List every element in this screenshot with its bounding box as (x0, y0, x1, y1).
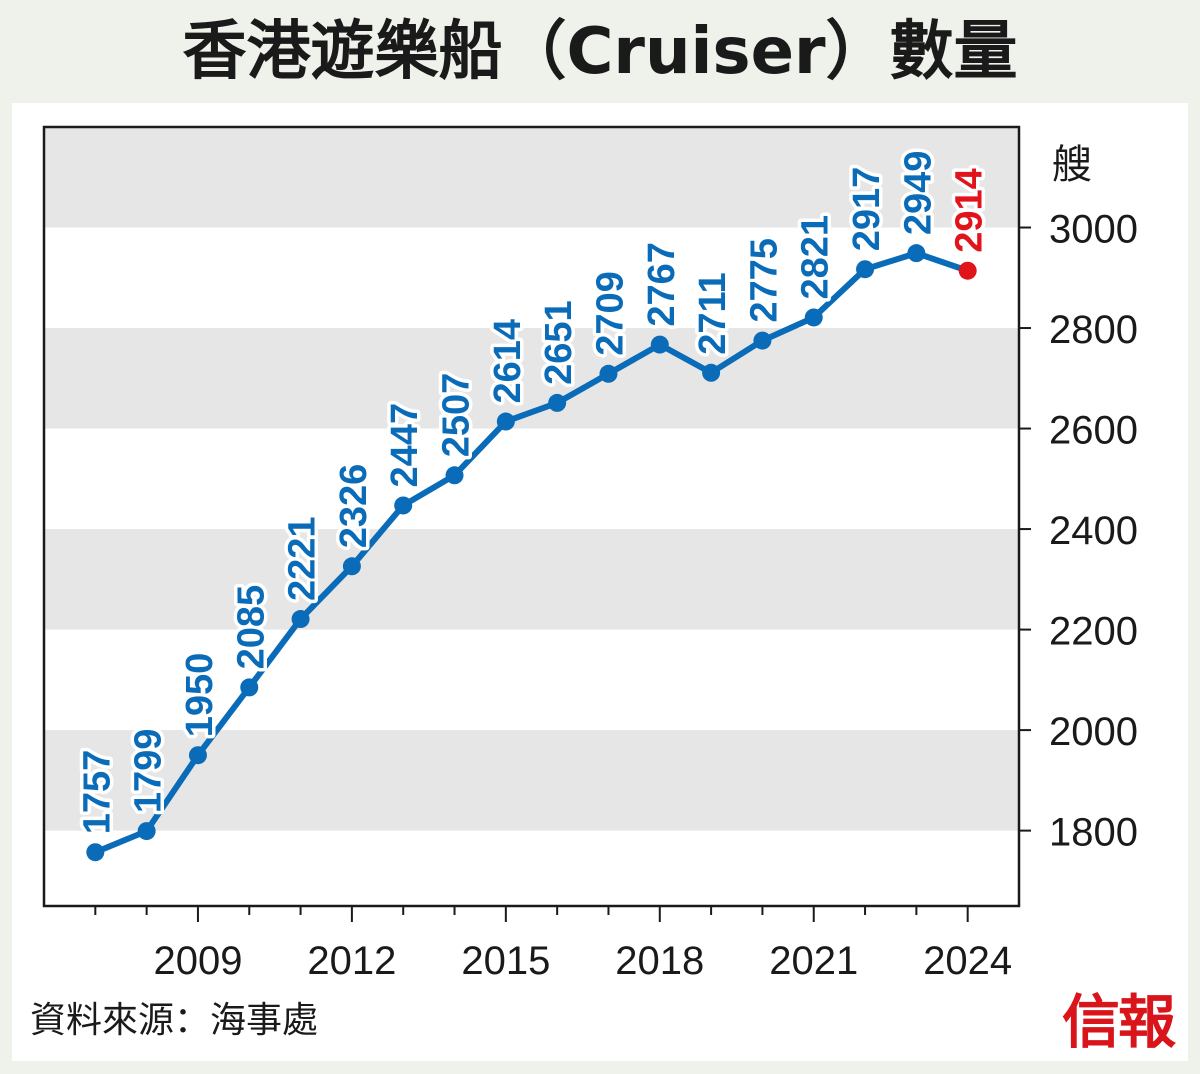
plot-frame (42, 125, 1021, 908)
y-tick-label: 2200 (1049, 610, 1138, 654)
data-point (188, 746, 207, 765)
data-label-highlight: 2914 (949, 168, 991, 253)
data-label: 2709 (589, 271, 631, 356)
series-line (94, 250, 969, 855)
data-label: 2821 (795, 215, 837, 300)
data-label: 2447 (384, 403, 426, 488)
data-point (599, 364, 618, 383)
x-tick-label: 2021 (769, 939, 858, 983)
data-label: 2949 (897, 151, 939, 236)
data-point-highlight (958, 261, 977, 280)
data-point (856, 260, 875, 279)
data-point (291, 610, 310, 629)
data-label: 1757 (76, 750, 118, 835)
x-tick-label: 2024 (923, 939, 1012, 983)
data-label: 2085 (230, 585, 272, 670)
grid-band (44, 127, 1019, 228)
x-tick-label: 2009 (153, 939, 242, 983)
data-label: 2917 (846, 167, 888, 252)
data-point (548, 393, 567, 412)
y-tick-label: 2000 (1049, 710, 1138, 754)
data-label: 2507 (436, 373, 478, 458)
y-tick-label: 2600 (1049, 409, 1138, 453)
x-axis: 2009 2012 2015 2018 2021 2024 (94, 906, 1012, 983)
data-label: 2651 (538, 300, 580, 385)
data-label: 2221 (282, 516, 324, 601)
data-point (137, 822, 156, 841)
grid-band (44, 529, 1019, 630)
data-point (240, 678, 259, 697)
publisher-logo: 信報 (1061, 988, 1176, 1056)
data-label: 1799 (128, 729, 170, 814)
data-points (86, 244, 977, 862)
y-tick-label: 2400 (1049, 509, 1138, 553)
y-axis: 1800 2000 2200 2400 2600 2800 3000 (1019, 208, 1138, 855)
y-tick-label: 3000 (1049, 208, 1138, 252)
x-tick-label: 2018 (615, 939, 704, 983)
data-label: 2711 (692, 272, 734, 354)
x-tick-label: 2015 (461, 939, 550, 983)
y-axis-unit: 艘 (1052, 142, 1092, 188)
data-point (907, 244, 926, 263)
data-label: 2326 (333, 464, 375, 549)
data-point (753, 331, 772, 350)
data-label: 2767 (641, 242, 683, 327)
source-note: 資料來源：海事處 (30, 1000, 319, 1041)
data-label: 1950 (179, 653, 221, 738)
data-point (394, 496, 413, 515)
data-point (496, 412, 515, 431)
data-label: 2775 (743, 238, 785, 323)
y-tick-label: 2800 (1049, 308, 1138, 352)
data-point (86, 843, 105, 862)
x-tick-label: 2012 (307, 939, 396, 983)
data-point (804, 308, 823, 327)
data-point (445, 466, 464, 485)
chart-title: 香港遊樂船（Cruiser）數量 (182, 15, 1018, 89)
data-point (702, 363, 721, 382)
data-point (650, 335, 669, 354)
grid-band (44, 730, 1019, 831)
y-tick-label: 1800 (1049, 811, 1138, 855)
data-point (342, 557, 361, 576)
data-label: 2614 (487, 319, 529, 404)
